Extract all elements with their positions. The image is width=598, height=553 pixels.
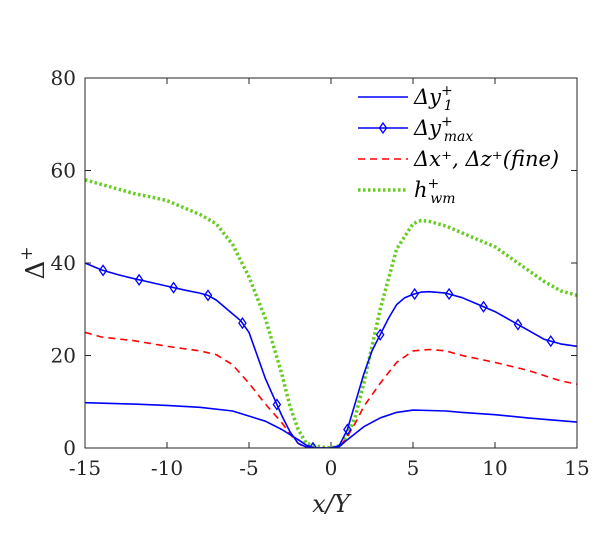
legend-label: h+ wm	[414, 176, 456, 207]
data-point-marker	[134, 273, 144, 286]
data-point-marker	[444, 287, 454, 301]
series-2	[85, 262, 577, 448]
legend-label: Δx⁺, Δz⁺(fine)	[413, 147, 559, 171]
plot-area: -15 -10 -5 0 5 10 15 0 20 40 60 80	[51, 66, 590, 480]
legend-item-3: Δx⁺, Δz⁺(fine)	[358, 147, 559, 171]
legend-label: Δy+ max	[413, 114, 473, 145]
series-line-4	[85, 178, 577, 448]
y-axis-label: Δ+	[17, 246, 51, 279]
x-tick-label: -10	[151, 456, 183, 480]
data-point-marker	[272, 398, 282, 411]
data-point-marker	[343, 423, 352, 436]
x-tick-label: -5	[239, 456, 258, 480]
legend-item-2: Δy+ max	[358, 114, 473, 145]
data-point-marker	[238, 316, 247, 330]
series-line-3	[85, 331, 577, 448]
data-point-marker	[410, 287, 419, 301]
x-tick-label: 5	[407, 456, 420, 480]
y-tick-label: 20	[51, 344, 76, 368]
data-point-marker	[169, 281, 178, 294]
data-point-marker	[479, 300, 488, 313]
series-4	[85, 178, 577, 448]
y-tick-label: 40	[51, 251, 76, 275]
x-axis-label: x/Y	[312, 490, 352, 518]
data-point-marker	[98, 264, 108, 277]
data-point-marker	[513, 318, 523, 331]
x-tick-label: 10	[482, 456, 507, 480]
series-layer	[85, 178, 577, 448]
ticks-layer: -15 -10 -5 0 5 10 15 0 20 40 60 80	[51, 66, 590, 480]
series-3	[85, 331, 577, 448]
series-line-2	[85, 262, 577, 448]
series-1	[85, 401, 577, 448]
legend-item-1: Δy+ 1	[358, 83, 453, 114]
y-tick-label: 80	[51, 66, 76, 90]
y-tick-label: 0	[63, 436, 76, 460]
series-line-1	[85, 401, 577, 448]
data-point-marker	[203, 289, 213, 302]
legend-marker	[378, 121, 388, 135]
legend-label: Δy+ 1	[413, 83, 453, 114]
svg-text:Δ+: Δ+	[17, 246, 51, 279]
data-point-marker	[308, 441, 318, 448]
y-axis-label-sup: +	[17, 246, 37, 260]
x-tick-label: 0	[325, 456, 338, 480]
y-axis-label-base: Δ	[21, 261, 51, 280]
y-tick-label: 60	[51, 159, 76, 183]
axes-box	[84, 77, 578, 449]
legend-item-4: h+ wm	[358, 176, 456, 207]
data-point-marker	[546, 335, 556, 348]
x-tick-label: -15	[69, 456, 101, 480]
x-tick-label: 15	[564, 456, 589, 480]
data-point-marker	[375, 328, 385, 341]
